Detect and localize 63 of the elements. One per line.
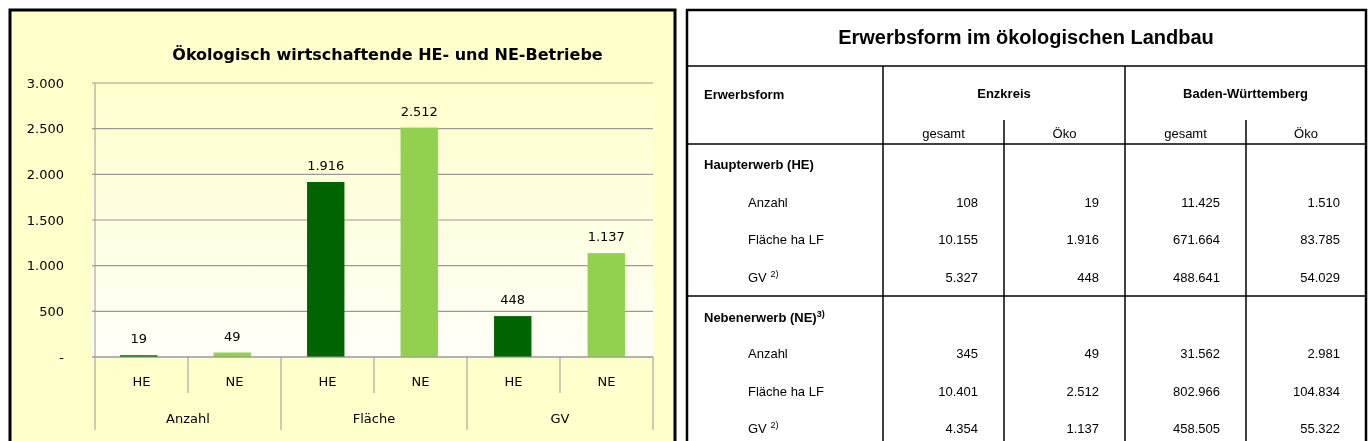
text: Erwerbsform [704, 86, 785, 102]
x-tick-label: NE [411, 373, 430, 389]
text: 448 [1077, 269, 1099, 285]
data-label: 1.137 [587, 229, 625, 245]
text: Erwerbsform im ökologischen Landbau [838, 26, 1214, 48]
text: 54.029 [1300, 269, 1340, 285]
text: Baden-Württemberg [1183, 85, 1309, 101]
text: Anzahl [748, 345, 788, 361]
text: 31.562 [1180, 345, 1220, 361]
text: Enzkreis [977, 85, 1031, 101]
text: 1.510 [1307, 194, 1340, 210]
text: gesamt [922, 125, 966, 141]
text: Anzahl [166, 410, 210, 426]
text: 345 [956, 345, 978, 361]
text: 488.641 [1173, 269, 1220, 285]
y-tick-label: 2.500 [26, 121, 64, 137]
text: 458.505 [1173, 420, 1220, 436]
text: 11.425 [1181, 194, 1220, 210]
y-tick-label: 1.000 [26, 258, 64, 274]
text: 10.155 [938, 231, 978, 247]
data-label: 2.512 [400, 103, 438, 119]
text: 104.834 [1293, 383, 1340, 399]
text: Anzahl [748, 194, 788, 210]
text: 1.916 [1066, 231, 1099, 247]
data-label: 448 [500, 292, 526, 308]
text: Nebenerwerb (NE)$^{3)}$ [704, 308, 825, 325]
text: Fläche ha LF [748, 383, 824, 399]
text: 19 [1084, 194, 1099, 210]
x-tick-label: HE [504, 373, 523, 389]
text: 802.966 [1173, 383, 1220, 399]
data-label: 49 [223, 328, 241, 344]
text: Öko [1052, 125, 1077, 141]
x-tick-label: HE [318, 373, 337, 389]
text: 83.785 [1300, 231, 1340, 247]
text: 1.137 [1066, 420, 1099, 436]
x-tick-label: NE [597, 373, 616, 389]
y-tick-label: 2.000 [26, 166, 64, 182]
y-tick-label: 3.000 [26, 75, 64, 91]
text: 10.401 [938, 383, 978, 399]
data-label: 1.916 [307, 158, 345, 174]
text: Fläche ha LF [748, 231, 824, 247]
y-tick-label: - [59, 349, 65, 365]
text: GV $^{2)}$ [748, 419, 779, 436]
y-tick-label: 1.500 [26, 212, 64, 228]
text: Haupterwerb (HE) [704, 156, 814, 172]
text: 108 [956, 194, 978, 210]
text: 49 [1084, 345, 1099, 361]
text: Öko [1294, 125, 1318, 141]
x-tick-label: NE [225, 373, 244, 389]
text: 2.981 [1307, 345, 1340, 361]
text: 55.322 [1300, 420, 1340, 436]
y-tick-label: 500 [39, 303, 64, 319]
text: 671.664 [1173, 231, 1220, 247]
data-label: 19 [130, 331, 148, 347]
text: GV $^{2)}$ [748, 268, 779, 285]
text: GV [550, 410, 570, 426]
text: Fläche [352, 410, 396, 426]
chart-title: Ökologisch wirtschaftende HE- und NE-Betriebe [172, 45, 603, 64]
text: 5.327 [945, 269, 978, 285]
text: 2.512 [1066, 383, 1099, 399]
text: gesamt [1164, 125, 1208, 141]
text: 4.354 [945, 420, 978, 436]
x-tick-label: HE [132, 373, 151, 389]
